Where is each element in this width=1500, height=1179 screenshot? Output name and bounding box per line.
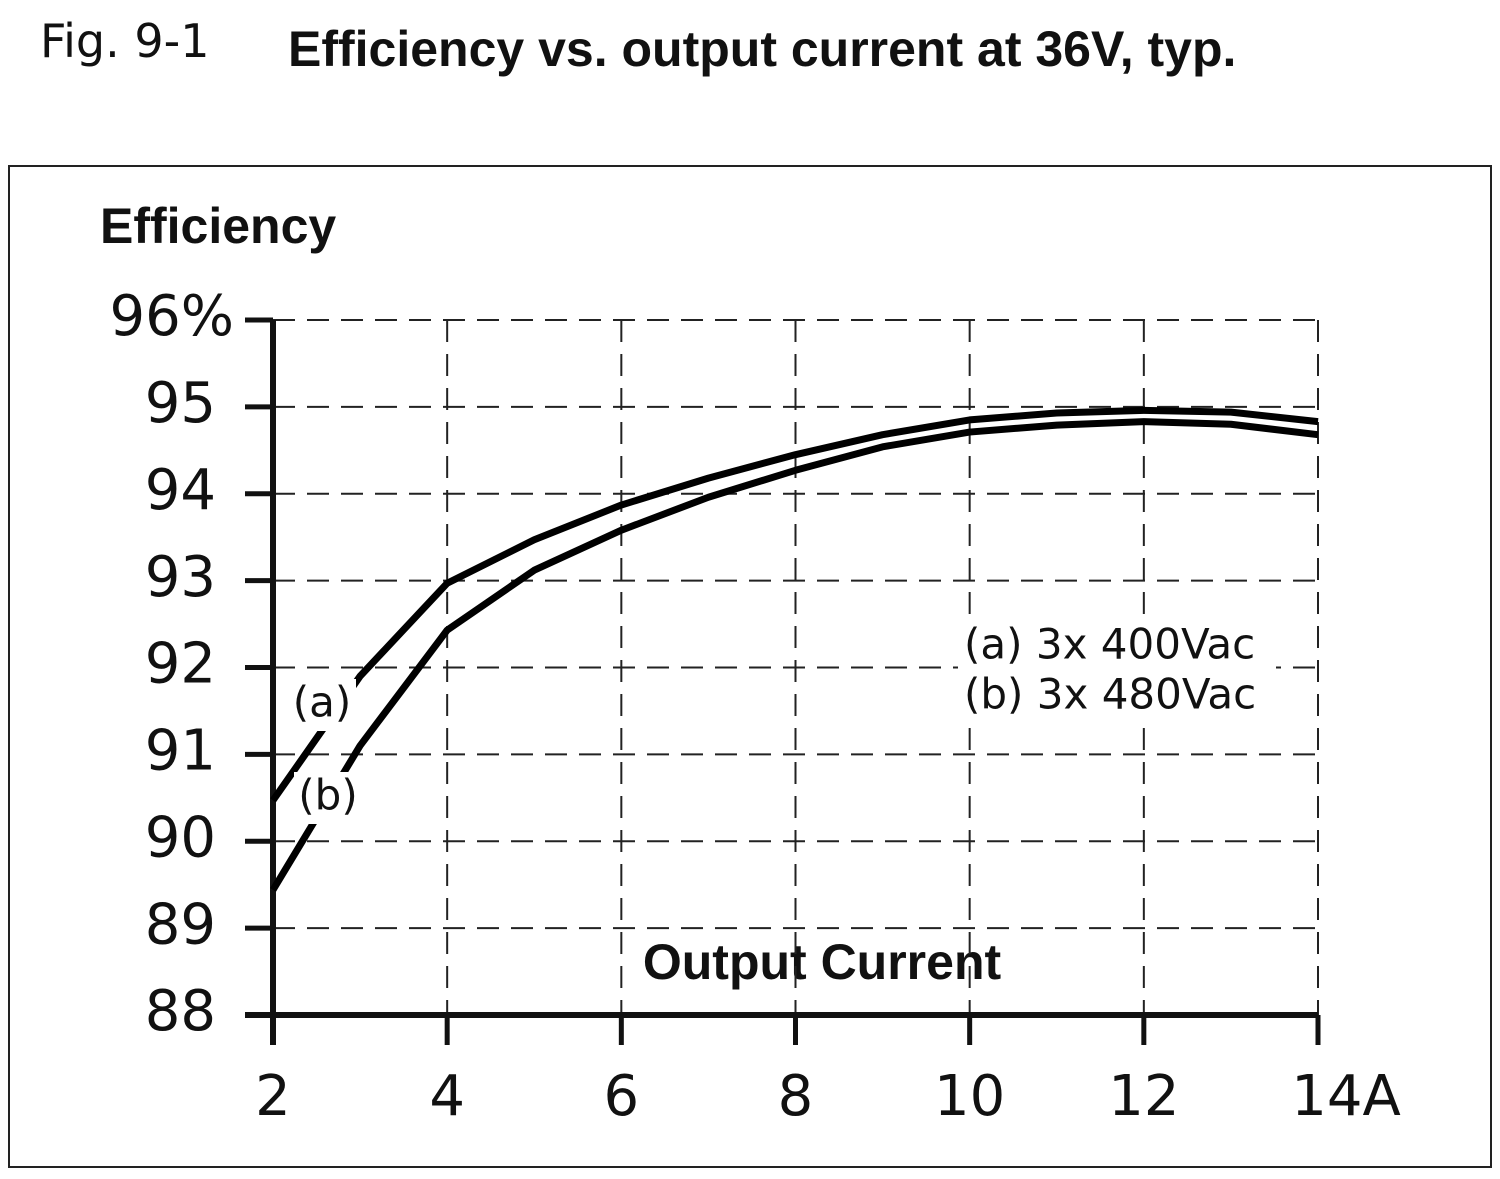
series-label: (b) bbox=[298, 771, 357, 820]
x-tick-label: 6 bbox=[604, 1064, 640, 1129]
x-tick-label: 4 bbox=[429, 1064, 465, 1129]
annotation: (a) 3x 400Vac bbox=[964, 620, 1255, 669]
x-tick-label: 12 bbox=[1108, 1064, 1179, 1129]
x-axis-label: Output Current bbox=[643, 934, 1002, 990]
y-tick-label: 89 bbox=[145, 892, 216, 957]
frame bbox=[8, 165, 1492, 1168]
x-tick-label: 10 bbox=[934, 1064, 1005, 1129]
y-tick-label: 93 bbox=[145, 545, 216, 610]
y-tick-label: 90 bbox=[145, 805, 216, 870]
line-series bbox=[270, 418, 1319, 892]
x-tick-label: 2 bbox=[255, 1064, 291, 1129]
y-tick-label: 92 bbox=[145, 632, 216, 697]
annotation-bg bbox=[958, 674, 1276, 726]
line-series bbox=[270, 406, 1319, 803]
y-axis-label: Efficiency bbox=[100, 198, 336, 254]
x-tick-label: 8 bbox=[778, 1064, 814, 1129]
annotation: (b) 3x 480Vac bbox=[964, 670, 1256, 719]
label-bg bbox=[288, 679, 356, 731]
y-tick-label: 88 bbox=[145, 979, 216, 1044]
y-tick-label: 95 bbox=[145, 371, 216, 436]
x-tick-label: 14A bbox=[1291, 1064, 1401, 1129]
chart-title: Efficiency vs. output current at 36V, ty… bbox=[288, 21, 1237, 77]
y-tick-label: 91 bbox=[145, 719, 216, 784]
annotation-bg bbox=[958, 622, 1276, 674]
series-label: (a) bbox=[293, 678, 352, 727]
y-tick-label: 96% bbox=[110, 284, 234, 349]
y-tick-label: 94 bbox=[145, 458, 216, 523]
figure-label: Fig. 9-1 bbox=[40, 14, 210, 68]
label-bg bbox=[294, 772, 362, 824]
